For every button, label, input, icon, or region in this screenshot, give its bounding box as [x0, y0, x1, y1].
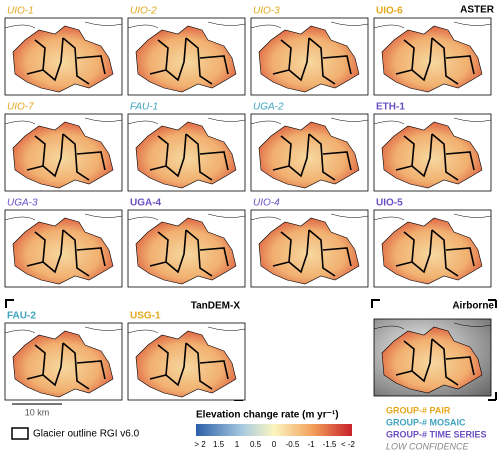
panel-label: UIO-2 [130, 6, 157, 17]
coast [127, 213, 246, 221]
panel-label: UIO-1 [7, 6, 34, 17]
map-panel [373, 318, 492, 397]
colorbar-label: -1.5 [323, 440, 337, 449]
panel-label: UIO-4 [253, 198, 280, 209]
group-legend: LOW CONFIDENCE [386, 441, 470, 451]
colorbar-label: 1 [235, 440, 240, 449]
coast [4, 213, 123, 221]
panel-label: UIO-5 [376, 198, 403, 209]
colorbar-label: < -2 [341, 440, 356, 449]
glacier-outline [149, 133, 229, 181]
map-panel [250, 209, 369, 288]
map-panel [250, 17, 369, 96]
coast [127, 326, 246, 334]
colorbar-label: -1 [307, 440, 315, 449]
group-legend: GROUP-# PAIR [386, 405, 451, 415]
glacier-outline [272, 229, 352, 277]
glacier-outline [272, 133, 352, 181]
coast [250, 213, 369, 221]
coast [373, 21, 492, 29]
colorbar-label: -0.5 [286, 440, 300, 449]
colorbar-label: 1.5 [213, 440, 225, 449]
outline-legend: Glacier outline RGI v6.0 [33, 429, 140, 440]
glacier-outline [395, 229, 475, 277]
section-label: Airborne [452, 301, 494, 312]
coast [373, 117, 492, 125]
panel-label: FAU-2 [7, 311, 36, 322]
glacier-outline [26, 133, 106, 181]
map-panel [373, 17, 492, 96]
coast [373, 213, 492, 221]
map-panel [373, 209, 492, 288]
map-panel [4, 17, 123, 96]
map-panel [4, 113, 123, 192]
glacier-outline [26, 342, 106, 390]
map-panel [373, 113, 492, 192]
panel-label: UIO-7 [7, 102, 34, 113]
coast [127, 117, 246, 125]
colorbar-label: 0 [272, 440, 277, 449]
colorbar-title: Elevation change rate (m yr⁻¹) [196, 410, 339, 421]
panel-label: FAU-1 [130, 102, 158, 113]
section-label: TanDEM-X [191, 301, 241, 312]
map-panel [4, 322, 123, 401]
panel-label: UIO-3 [253, 6, 280, 17]
outline-swatch [11, 427, 29, 440]
panel-label: UGA-2 [253, 102, 284, 113]
coast [250, 21, 369, 29]
colorbar-label: > 2 [194, 440, 206, 449]
coast [127, 21, 246, 29]
glacier-outline [149, 37, 229, 85]
glacier-outline [26, 37, 106, 85]
glacier-outline [149, 229, 229, 277]
group-legend: GROUP-# TIME SERIES [386, 429, 487, 439]
map-panel [127, 209, 246, 288]
glacier-outline [272, 37, 352, 85]
glacier-outline [26, 229, 106, 277]
coast [373, 322, 492, 330]
map-panel [250, 113, 369, 192]
panel-label: USG-1 [130, 311, 161, 322]
glacier-outline [395, 37, 475, 85]
glacier-outline [149, 342, 229, 390]
glacier-outline [395, 338, 475, 386]
coast [250, 117, 369, 125]
coast [4, 21, 123, 29]
map-panel [4, 209, 123, 288]
panel-label: ETH-1 [376, 102, 405, 113]
panel-label: UGA-3 [7, 198, 38, 209]
glacier-outline [395, 133, 475, 181]
colorbar-label: 0.5 [250, 440, 262, 449]
group-legend: GROUP-# MOSAIC [386, 417, 466, 427]
coast [4, 326, 123, 334]
panel-label: UGA-4 [130, 198, 162, 209]
map-panel [127, 322, 246, 401]
map-panel [127, 113, 246, 192]
coast [4, 117, 123, 125]
panel-label: UIO-6 [376, 6, 403, 17]
colorbar [196, 424, 352, 436]
section-label: ASTER [460, 5, 495, 16]
map-panel [127, 17, 246, 96]
scale-label: 10 km [25, 407, 50, 417]
